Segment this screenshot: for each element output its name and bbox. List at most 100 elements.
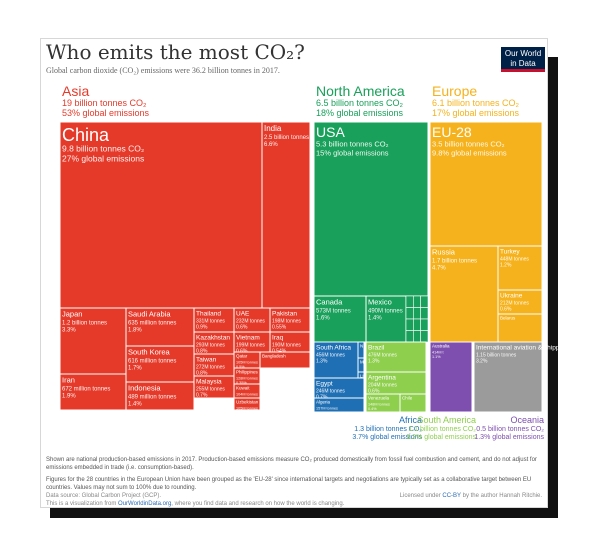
cell-name-kuwait: Kuwait [236,386,250,391]
cell-value-kazakhstan-0: 293M tonnes [196,343,225,349]
cell-value-australia-0: 414M t [432,350,445,354]
cc-by-link[interactable]: CC-BY [442,493,461,499]
cell-rect-uae [233,307,271,333]
cell-name-ukraine: Ukraine [500,293,523,300]
cell-value-kazakhstan-1: 0.8% [196,349,208,355]
our-world-in-data-logo[interactable]: Our World in Data [501,47,545,72]
tiny-country-cell [413,307,421,320]
tiny-country-cell [405,307,414,320]
cell-bangladesh[interactable]: Bangladesh [259,351,311,369]
cell-value-indonesia-1: 1.4% [128,402,142,408]
license-credit: Licensed under CC-BY by the author Hanna… [400,492,542,500]
region-label-africa: Africa [399,415,422,425]
tiny-country-cell [413,330,421,343]
cell-value-pakistan-0: 198M tonnes [272,319,301,325]
cell-rect-japan [59,307,127,375]
owid-link[interactable]: OurWorldinData.org [118,501,172,507]
cell-name-argentina: Argentina [368,375,396,382]
logo-line-2: in Data [510,59,536,68]
cell-name-brazil: Brazil [368,345,385,352]
cell-name-egypt: Egypt [316,381,333,388]
cell-name-south-korea: South Korea [128,348,171,357]
cell-chile[interactable]: Chile [399,393,427,413]
cell-value-japan-0: 1.2 billion tonnes [62,321,107,327]
cell-name-belarus: Belarus [500,316,516,321]
cell-rect-south-korea [125,345,195,383]
tiny-country-cell [420,330,429,343]
cell-value-argentina-0: 204M tonnes [368,383,397,389]
cell-value-russia-1: 4.7% [432,266,446,272]
logo-line-1: Our World [504,49,542,58]
tiny-country-cell [405,318,414,331]
cell-value-thailand-0: 331M tonnes [196,319,225,325]
cell-name-iraq: Iraq [272,335,284,342]
cell-belarus[interactable]: Belarus [497,313,543,343]
cell-value-philippines-0: 128M tonnes [236,376,258,380]
cell-value-international-aviation-shipping-0: 1.15 billion tonnes [476,353,517,359]
visualization-suffix: , where you find data and research on ho… [171,501,345,507]
cell-name-saudi-arabia: Saudi Arabia [128,310,171,319]
cell-value-vietnam-0: 199M tonnes [236,343,265,349]
region-share-asia: 53% global emissions [62,108,150,118]
tiny-country-cell [405,330,414,343]
cell-value-venezuela-1: 0.4% [368,407,377,411]
cell-value-mexico-0: 490M tonnes [368,309,403,315]
cell-value-philippines-1: 0.35% [236,381,247,385]
region-share-north-america: 18% global emissions [316,108,404,118]
cell-name-china: China [62,125,110,145]
cell-rect-ukraine [497,289,543,315]
region-label-asia: Asia [62,83,89,99]
cell-rect-bangladesh [259,351,311,369]
cell-name-indonesia: Indonesia [128,384,161,393]
cell-name-uae: UAE [236,311,250,318]
tiny-country-cell [420,295,429,308]
cell-value-qatar-1: 0.5% [236,365,245,369]
cell-name-algeria: Algeria [316,400,331,405]
cell-rect-usa [313,121,429,297]
cell-name-iran: Iran [62,376,75,385]
cell-value-south-korea-1: 1.7% [128,366,142,372]
cell-value-qatar-0: 105M tonnes [236,360,258,364]
cell-value-south-korea-0: 616 million tonnes [128,359,176,365]
cell-value-international-aviation-shipping-1: 3.2% [476,359,488,365]
cell-rect-india [261,121,311,309]
region-share-oceania: 1.3% global emissions [474,434,544,441]
